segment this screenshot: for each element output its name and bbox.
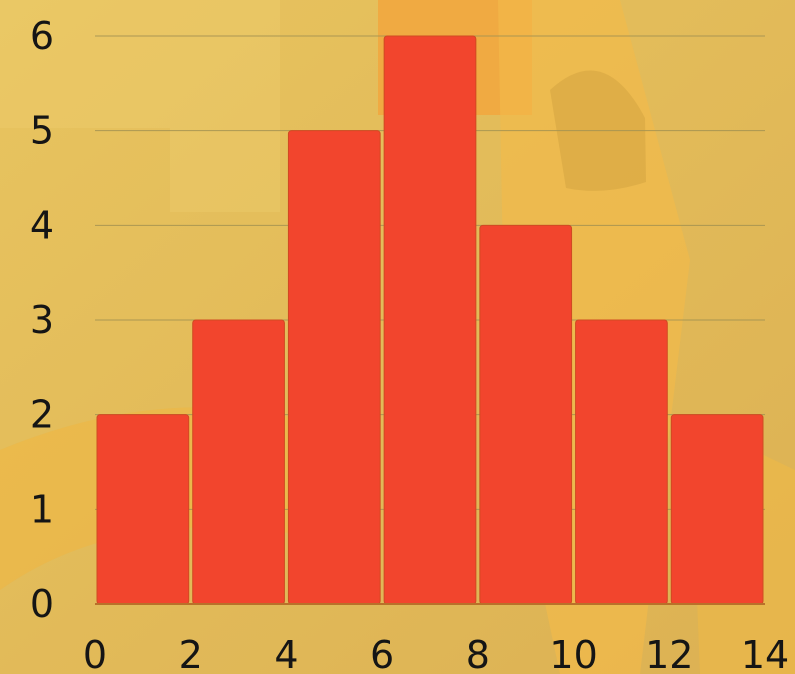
histogram-bar [479, 224, 573, 605]
histogram-bar [383, 35, 477, 605]
bars-layer [96, 35, 764, 605]
y-tick-label: 1 [30, 487, 54, 531]
histogram-bar [192, 319, 285, 605]
y-tick-label: 2 [30, 393, 54, 437]
y-tick-label: 4 [30, 203, 54, 247]
x-tick-label: 2 [179, 633, 203, 674]
x-tick-label: 10 [549, 633, 597, 674]
x-tick-label: 8 [466, 633, 490, 674]
x-tick-label: 12 [645, 633, 693, 674]
histogram-bar [96, 414, 190, 605]
x-tick-label: 0 [83, 633, 107, 674]
y-tick-label: 3 [30, 298, 54, 342]
y-tick-label: 6 [30, 14, 54, 58]
histogram-bar [287, 130, 381, 605]
x-tick-label: 6 [370, 633, 394, 674]
y-tick-label: 5 [30, 109, 54, 153]
histogram-bar [670, 414, 764, 605]
histogram-bar [575, 319, 668, 605]
x-tick-label: 14 [741, 633, 789, 674]
y-tick-label: 0 [30, 582, 54, 626]
x-tick-label: 4 [274, 633, 298, 674]
